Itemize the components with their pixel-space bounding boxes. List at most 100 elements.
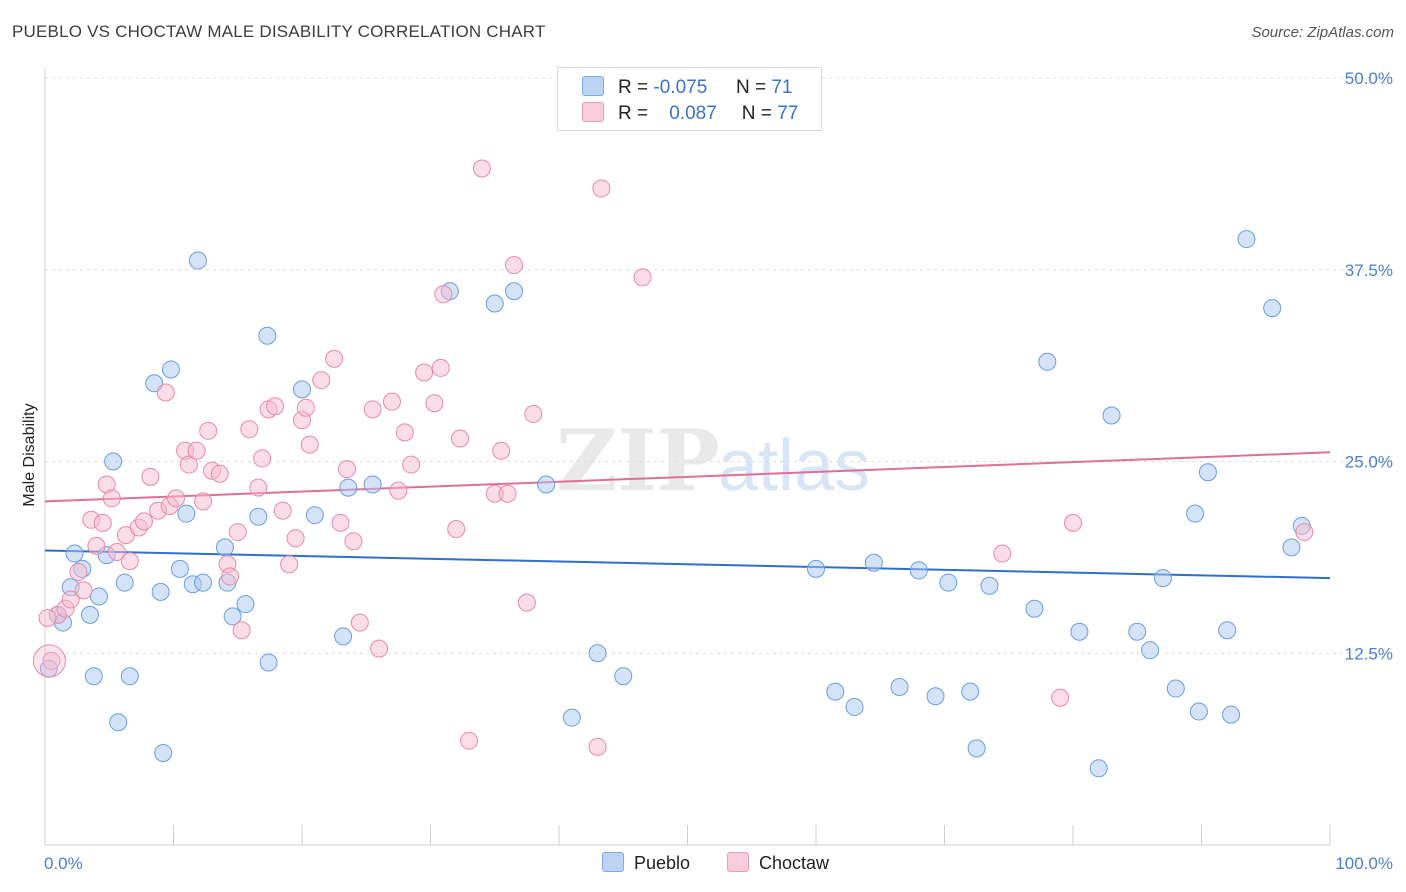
pueblo-point — [1153, 569, 1172, 588]
choctaw-point — [296, 398, 315, 417]
pueblo-point — [1198, 463, 1217, 482]
pueblo-point — [980, 576, 999, 595]
pueblo-point — [1025, 599, 1044, 618]
source-label: Source: ZipAtlas.com — [1251, 24, 1394, 41]
pueblo-point — [967, 739, 986, 758]
pueblo-point — [89, 587, 108, 606]
choctaw-point-large — [32, 644, 66, 678]
choctaw-point — [167, 489, 186, 508]
y-tick-label: 12.5% — [1345, 644, 1393, 663]
watermark-atlas: atlas — [718, 426, 870, 506]
choctaw-point — [415, 363, 434, 382]
bottom-pueblo-swatch — [602, 852, 624, 872]
choctaw-point — [633, 268, 652, 287]
pueblo-point — [104, 452, 123, 471]
choctaw-point — [300, 435, 319, 454]
choctaw-point — [363, 400, 382, 419]
pueblo-point — [1222, 705, 1241, 724]
pueblo-point — [1282, 538, 1301, 557]
pueblo-point — [562, 708, 581, 727]
choctaw-point — [447, 519, 466, 538]
trend-line-pueblo — [44, 549, 1331, 580]
pueblo-point — [1263, 299, 1282, 318]
choctaw-point — [425, 394, 444, 413]
choctaw-n-value: 77 — [777, 103, 799, 124]
pueblo-point — [939, 573, 958, 592]
pueblo-point — [84, 667, 103, 686]
choctaw-point — [312, 371, 331, 390]
pueblo-point — [293, 380, 311, 399]
pueblo-point — [1189, 702, 1208, 721]
choctaw-point — [337, 460, 356, 479]
choctaw-point — [253, 449, 272, 468]
legend-row-choctaw: R = 0.087 N = 77 — [582, 102, 798, 124]
choctaw-point — [210, 464, 229, 483]
pueblo-point — [1166, 679, 1185, 698]
pueblo-point — [161, 360, 180, 379]
pueblo-point — [588, 644, 607, 663]
choctaw-point — [38, 608, 57, 627]
series-pueblo — [39, 230, 1311, 778]
choctaw-point — [434, 285, 453, 304]
choctaw-point — [141, 467, 160, 486]
choctaw-point — [240, 420, 259, 439]
y-axis-title: Male Disability — [21, 403, 38, 506]
choctaw-point — [266, 397, 285, 416]
choctaw-point — [232, 621, 251, 640]
pueblo-point — [80, 605, 99, 624]
pueblo-point — [194, 573, 213, 592]
pueblo-point — [1218, 621, 1237, 640]
axes — [44, 68, 1331, 846]
pueblo-point — [1102, 406, 1121, 425]
choctaw-point — [120, 552, 139, 571]
choctaw-point — [402, 455, 421, 474]
choctaw-point — [389, 481, 408, 500]
choctaw-n-label: N = — [741, 103, 772, 124]
choctaw-point — [344, 532, 363, 551]
pueblo-point — [1038, 352, 1057, 371]
choctaw-point — [350, 613, 369, 632]
bottom-legend-choctaw: Choctaw — [727, 852, 829, 874]
pueblo-r-label: R = — [618, 77, 649, 98]
choctaw-point — [325, 349, 344, 368]
gridlines — [45, 77, 1392, 654]
x-tick-label: 0.0% — [44, 854, 83, 873]
pueblo-point — [505, 282, 524, 301]
choctaw-point — [61, 590, 80, 609]
choctaw-point — [273, 501, 292, 520]
axis-labels: 12.5% 25.0% 37.5% 50.0% 0.0% 100.0% Male Disab… — [21, 69, 1393, 873]
choctaw-point — [249, 478, 268, 497]
pueblo-r-value: -0.075 — [653, 77, 708, 98]
choctaw-point — [134, 512, 153, 531]
legend: R = -0.075 N = 71 R = 0.087 N = 77 — [557, 67, 822, 131]
pueblo-point — [177, 504, 196, 523]
pueblo-point — [363, 475, 382, 494]
pueblo-point — [339, 478, 358, 497]
pueblo-point — [845, 697, 864, 716]
choctaw-point — [588, 737, 607, 756]
choctaw-r-value: 0.087 — [669, 103, 717, 124]
choctaw-point — [199, 421, 218, 440]
bottom-pueblo-label: Pueblo — [634, 853, 691, 873]
watermark-zip: ZIP — [556, 411, 720, 510]
choctaw-point — [228, 523, 247, 542]
bottom-choctaw-label: Choctaw — [759, 853, 830, 873]
choctaw-point — [505, 256, 524, 275]
pueblo-point — [1186, 504, 1205, 523]
choctaw-point — [194, 492, 213, 511]
choctaw-swatch — [582, 102, 604, 122]
pueblo-point — [154, 743, 173, 762]
choctaw-point — [187, 441, 206, 460]
choctaw-point — [69, 562, 88, 581]
choctaw-point — [517, 593, 536, 612]
y-tick-label: 25.0% — [1345, 453, 1393, 472]
pueblo-point — [170, 559, 189, 578]
choctaw-point — [331, 513, 350, 532]
pueblo-point — [614, 667, 633, 686]
choctaw-point — [460, 731, 479, 750]
choctaw-point — [1064, 513, 1082, 532]
choctaw-point — [179, 455, 198, 474]
choctaw-point — [382, 392, 401, 411]
choctaw-point — [107, 543, 126, 562]
bottom-choctaw-swatch — [727, 852, 749, 872]
